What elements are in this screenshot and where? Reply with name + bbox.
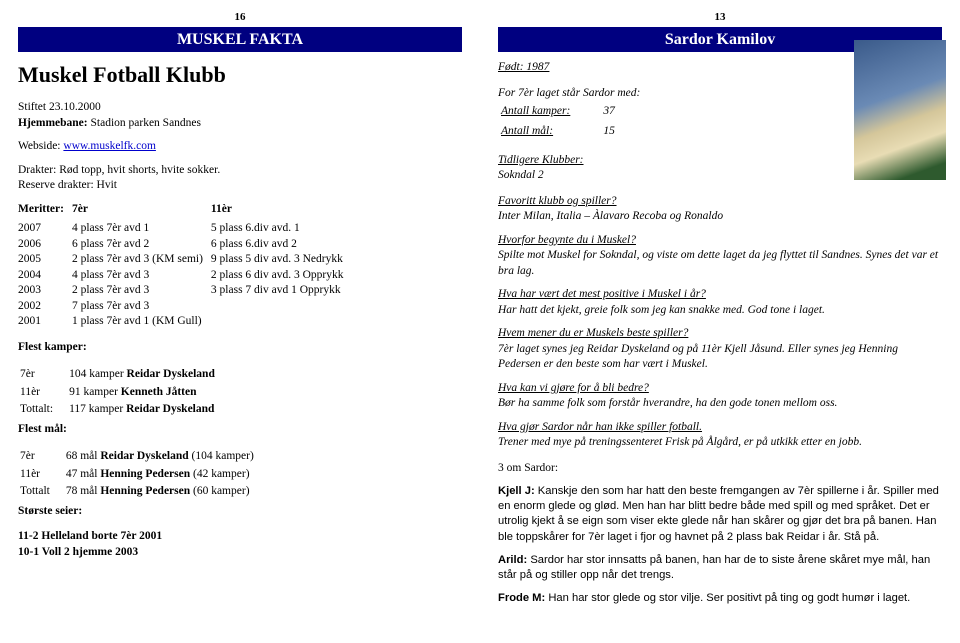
col-7er: 7èr: [72, 202, 211, 222]
qa-item: Hva gjør Sardor når han ikke spiller fot…: [498, 420, 942, 451]
merit-row: 20044 plass 7èr avd 32 plass 6 div avd. …: [18, 268, 351, 284]
club-title: Muskel Fotball Klubb: [18, 60, 462, 90]
qa-answer: Bør ha samme folk som forstår hverandre,…: [498, 396, 942, 412]
about-label: 3 om Sardor:: [498, 461, 942, 477]
biggest-win-label: Største seier:: [18, 504, 462, 520]
qa-question: Hvorfor begynte du i Muskel?: [498, 233, 942, 249]
merit-row: 20052 plass 7èr avd 3 (KM semi)9 plass 5…: [18, 252, 351, 268]
about-list: Kjell J: Kanskje den som har hatt den be…: [498, 484, 942, 606]
most-matches-label: Flest kamper:: [18, 340, 462, 356]
qa-question: Hvem mener du er Muskels beste spiller?: [498, 326, 942, 342]
most-goals-label: Flest mål:: [18, 422, 462, 438]
about-item: Arild: Sardor har stor innsatts på banen…: [498, 553, 942, 583]
qa-question: Hva gjør Sardor når han ikke spiller fot…: [498, 420, 942, 436]
match-row: 11èr91 kamper Kenneth Jåtten: [20, 385, 229, 401]
reserve-kit-line: Reserve drakter: Hvit: [18, 178, 462, 194]
about-item: Frode M: Han har stor glede og stor vilj…: [498, 591, 942, 606]
home-ground-line: Hjemmebane: Stadion parken Sandnes: [18, 116, 462, 132]
qa-answer: Trener med mye på treningssenteret Frisk…: [498, 435, 942, 451]
match-row: Tottalt:117 kamper Reidar Dyskeland: [20, 402, 229, 418]
qa-answer: Spilte mot Muskel for Sokndal, og viste …: [498, 248, 942, 279]
matches-key: Antall kamper:: [500, 103, 600, 121]
intro-line: For 7èr laget står Sardor med:: [498, 86, 818, 102]
about-text: Kanskje den som har hatt den beste fremg…: [498, 485, 939, 542]
qa-item: Hva kan vi gjøre for å bli bedre?Bør ha …: [498, 381, 942, 412]
prev-clubs-block: Tidligere Klubber: Sokndal 2: [498, 153, 818, 184]
founded-line: Stiftet 23.10.2000: [18, 100, 462, 116]
page-number-left: 16: [18, 10, 462, 25]
website-block: Webside: www.muskelfk.com: [18, 139, 462, 155]
about-text: Sardor har stor innsatts på banen, han h…: [498, 554, 930, 581]
goals-table: 7èr68 mål Reidar Dyskeland (104 kamper) 1…: [18, 447, 270, 502]
matches-val: 37: [602, 103, 616, 121]
player-photo: [854, 40, 946, 180]
goal-row: Tottalt78 mål Henning Pedersen (60 kampe…: [20, 484, 268, 500]
goal-row: 11èr47 mål Henning Pedersen (42 kamper): [20, 467, 268, 483]
qa-item: Hvem mener du er Muskels beste spiller?7…: [498, 326, 942, 373]
qa-question: Hva kan vi gjøre for å bli bedre?: [498, 381, 942, 397]
fav-q: Favoritt klubb og spiller?: [498, 194, 818, 210]
player-stats: Antall kamper: 37 Antall mål: 15: [498, 101, 618, 142]
win-row: 11-2 Helleland borte 7èr 2001: [18, 529, 462, 545]
about-item: Kjell J: Kanskje den som har hatt den be…: [498, 484, 942, 544]
left-page: 16 MUSKEL FAKTA Muskel Fotball Klubb Sti…: [0, 0, 480, 643]
fav-block: Favoritt klubb og spiller? Inter Milan, …: [498, 194, 818, 225]
about-who: Kjell J:: [498, 485, 535, 497]
born-line: Født: 1987: [498, 60, 818, 76]
match-row: 7èr104 kamper Reidar Dyskeland: [20, 367, 229, 383]
merit-row: 20027 plass 7èr avd 3: [18, 299, 351, 315]
biggest-wins-list: 11-2 Helleland borte 7èr 200110-1 Voll 2…: [18, 529, 462, 560]
merits-label: Meritter:: [18, 202, 72, 222]
qa-question: Hva har vært det mest positive i Muskel …: [498, 287, 942, 303]
website-link[interactable]: www.muskelfk.com: [63, 140, 156, 152]
matches-table: 7èr104 kamper Reidar Dyskeland 11èr91 kam…: [18, 365, 231, 420]
qa-answer: 7èr laget synes jeg Reidar Dyskeland og …: [498, 342, 942, 373]
merit-row: 20074 plass 7èr avd 15 plass 6.div avd. …: [18, 221, 351, 237]
kit-block: Drakter: Rød topp, hvit shorts, hvite so…: [18, 163, 462, 194]
merit-row: 20066 plass 7èr avd 26 plass 6.div avd 2: [18, 237, 351, 253]
website-label: Webside:: [18, 140, 63, 152]
qa-list: Hvorfor begynte du i Muskel?Spilte mot M…: [498, 233, 942, 451]
founded-block: Stiftet 23.10.2000 Hjemmebane: Stadion p…: [18, 100, 462, 131]
player-info: Født: 1987 For 7èr laget står Sardor med…: [498, 60, 818, 224]
about-text: Han har stor glede og stor vilje. Ser po…: [545, 592, 910, 604]
qa-item: Hva har vært det mest positive i Muskel …: [498, 287, 942, 318]
merit-row: 20032 plass 7èr avd 33 plass 7 div avd 1…: [18, 283, 351, 299]
goal-row: 7èr68 mål Reidar Dyskeland (104 kamper): [20, 449, 268, 465]
qa-item: Hvorfor begynte du i Muskel?Spilte mot M…: [498, 233, 942, 280]
goals-key: Antall mål:: [500, 123, 600, 141]
merits-table: Meritter: 7èr 11èr 20074 plass 7èr avd 1…: [18, 202, 351, 330]
merit-row: 20011 plass 7èr avd 1 (KM Gull): [18, 314, 351, 330]
kit-line: Drakter: Rød topp, hvit shorts, hvite so…: [18, 163, 462, 179]
prev-clubs-label: Tidligere Klubber:: [498, 153, 818, 169]
col-11er: 11èr: [211, 202, 352, 222]
fav-a: Inter Milan, Italia – Àlavaro Recoba og …: [498, 209, 818, 225]
prev-clubs: Sokndal 2: [498, 168, 818, 184]
qa-answer: Har hatt det kjekt, greie folk som jeg k…: [498, 303, 942, 319]
left-header: MUSKEL FAKTA: [18, 27, 462, 53]
about-who: Arild:: [498, 554, 527, 566]
goals-val: 15: [602, 123, 616, 141]
page-number-right: 13: [498, 10, 942, 25]
right-page: 13 Sardor Kamilov Født: 1987 For 7èr lag…: [480, 0, 960, 643]
win-row: 10-1 Voll 2 hjemme 2003: [18, 545, 462, 561]
about-who: Frode M:: [498, 592, 545, 604]
